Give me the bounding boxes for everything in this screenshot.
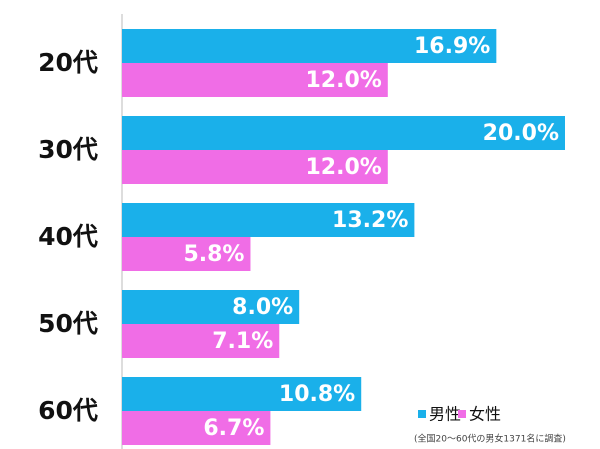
value-label: 20.0% — [483, 121, 559, 146]
category-label: 60代 — [38, 396, 98, 425]
bar — [122, 116, 565, 150]
value-label: 8.0% — [232, 295, 293, 320]
category-label: 20代 — [38, 48, 98, 77]
value-label: 5.8% — [183, 242, 244, 267]
bar — [122, 63, 388, 97]
value-label: 13.2% — [332, 208, 408, 233]
value-label: 7.1% — [212, 329, 273, 354]
value-label: 6.7% — [203, 416, 264, 441]
legend-label: 女性 — [469, 405, 501, 424]
category-label: 30代 — [38, 135, 98, 164]
value-label: 16.9% — [414, 34, 490, 59]
value-label: 12.0% — [305, 155, 381, 180]
value-label: 12.0% — [305, 68, 381, 93]
legend-label: 男性 — [429, 405, 461, 424]
bar — [122, 377, 362, 411]
bar — [122, 203, 415, 237]
bar — [122, 290, 300, 324]
value-label: 10.8% — [279, 382, 355, 407]
bar — [122, 29, 497, 63]
footnote: (全国20～60代の男女1371名に調査) — [414, 433, 566, 445]
bar — [122, 324, 280, 358]
bar — [122, 237, 251, 271]
category-label: 50代 — [38, 309, 98, 338]
bar — [122, 411, 271, 445]
category-label: 40代 — [38, 222, 98, 251]
bar — [122, 150, 388, 184]
legend-swatch — [418, 410, 426, 418]
legend-swatch — [458, 410, 466, 418]
